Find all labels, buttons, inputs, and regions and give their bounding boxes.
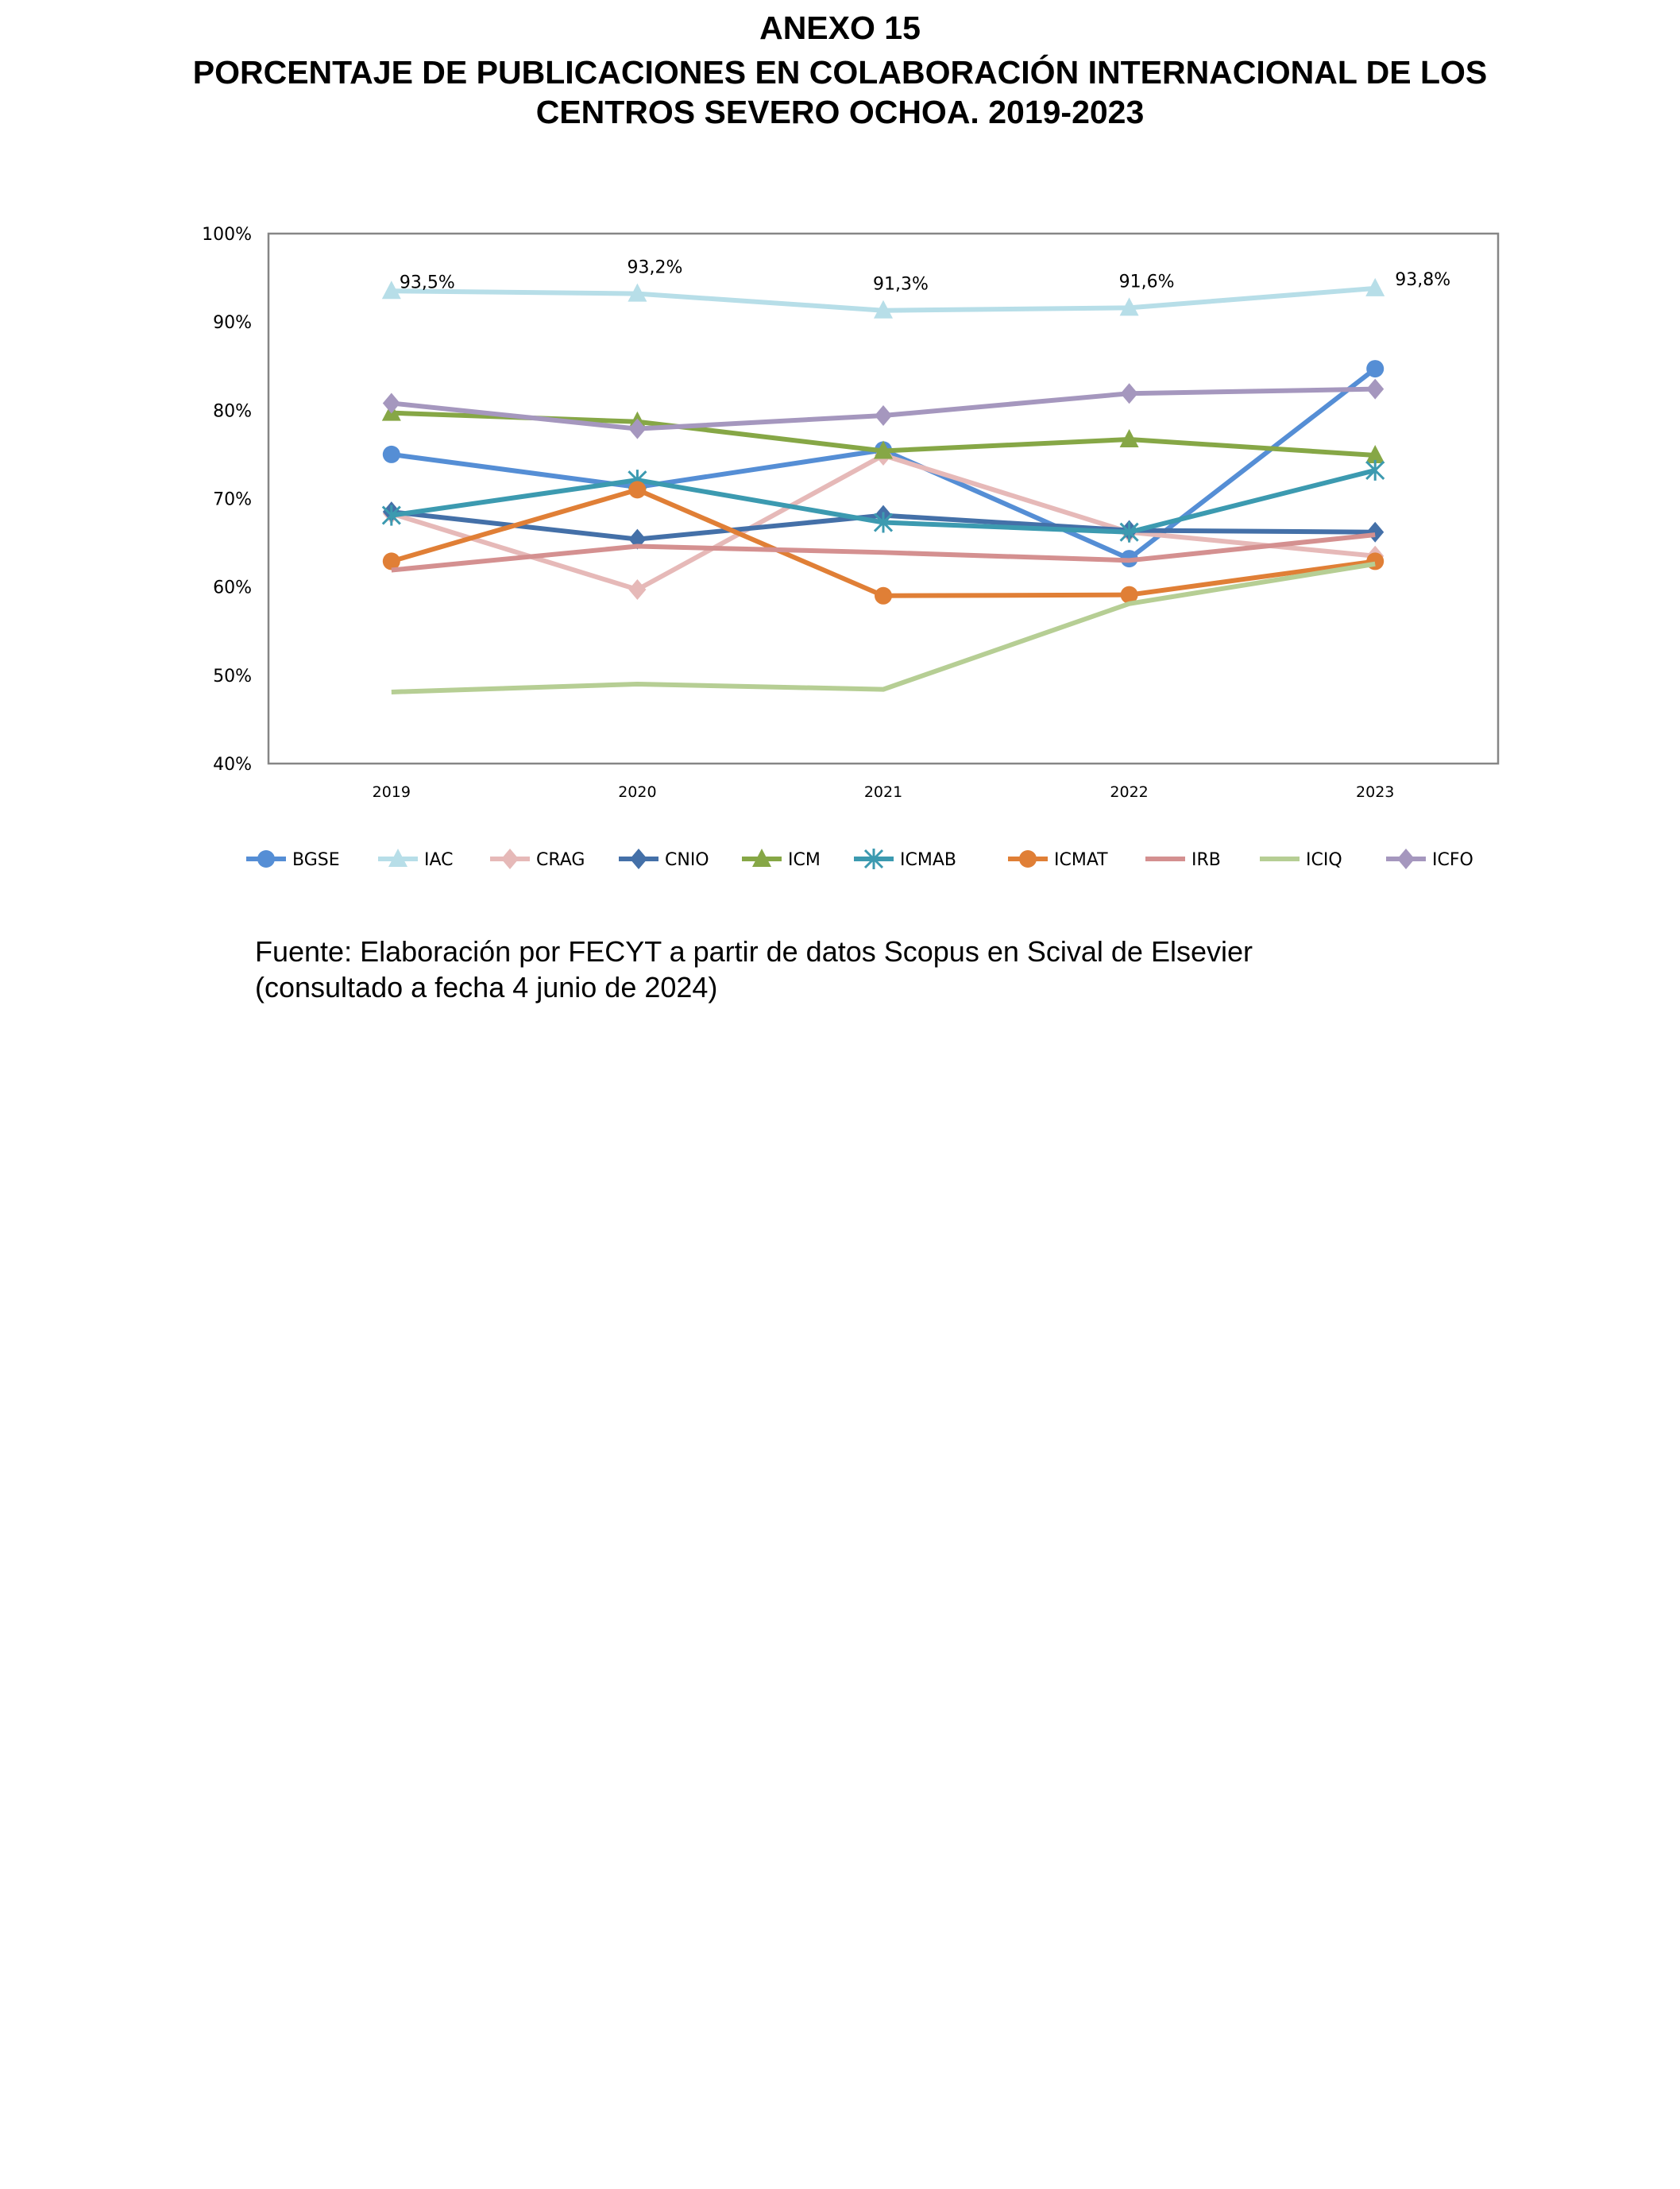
data-label: 91,6%	[1119, 272, 1175, 292]
data-point-marker	[381, 505, 401, 526]
y-tick-label: 70%	[213, 490, 252, 510]
data-point-marker	[1366, 521, 1385, 543]
legend-label: IAC	[424, 850, 454, 870]
chart-title-line-1: PORCENTAJE DE PUBLICACIONES EN COLABORAC…	[192, 54, 1488, 91]
y-tick-label: 90%	[213, 313, 252, 333]
legend-marker	[752, 849, 771, 867]
data-label: 91,3%	[873, 275, 929, 295]
legend-item-bgse: BGSE	[246, 850, 340, 870]
legend-item-icm: ICM	[742, 849, 821, 870]
data-point-marker	[1119, 521, 1139, 543]
data-point-marker	[874, 300, 893, 319]
legend-item-crag: CRAG	[490, 849, 585, 870]
data-point-marker	[1120, 383, 1138, 404]
data-point-marker	[628, 481, 647, 499]
legend-item-icmab: ICMAB	[854, 849, 956, 870]
legend-item-icfo: ICFO	[1386, 849, 1473, 870]
data-point-marker	[628, 579, 647, 601]
legend-item-irb: IRB	[1145, 850, 1221, 870]
data-point-marker	[381, 280, 401, 300]
legend-label: ICFO	[1432, 850, 1473, 870]
data-label: 93,8%	[1395, 270, 1450, 290]
data-point-marker	[1365, 459, 1385, 481]
legend-marker	[863, 849, 884, 869]
series-irb	[391, 532, 1376, 573]
legend-label: ICM	[788, 850, 821, 870]
data-point-marker	[382, 393, 400, 414]
legend-label: CRAG	[536, 850, 585, 870]
annex-title: ANEXO 15	[759, 10, 921, 46]
legend-label: CNIO	[665, 850, 709, 870]
data-point-marker	[875, 405, 892, 427]
legend-label: IRB	[1191, 850, 1221, 870]
legend-label: ICIQ	[1306, 850, 1342, 870]
series-iac: 93,5% 93,2% 91,3% 91,6% 93,8%	[381, 258, 1450, 319]
data-point-marker	[1366, 360, 1385, 378]
legend-marker	[1397, 849, 1415, 869]
legend-item-iac: IAC	[378, 849, 454, 870]
data-point-marker	[1365, 277, 1385, 296]
legend-label: ICMAT	[1054, 850, 1108, 870]
y-tick-label: 100%	[202, 225, 252, 245]
legend-label: ICMAB	[900, 850, 956, 870]
legend-marker	[501, 849, 519, 869]
x-tick-label: 2019	[373, 783, 411, 801]
y-tick-label: 60%	[213, 578, 252, 598]
data-point-marker	[1365, 445, 1385, 464]
data-point-marker	[1119, 297, 1139, 316]
data-point-marker	[628, 418, 647, 439]
legend-marker	[1019, 850, 1037, 868]
data-point-marker	[1119, 429, 1139, 448]
data-point-marker	[1366, 378, 1385, 400]
plot-area	[267, 232, 1500, 765]
series-icfo	[382, 378, 1385, 439]
series-icmat	[382, 481, 1385, 605]
data-point-marker	[874, 440, 893, 459]
data-point-marker	[628, 283, 647, 302]
data-point-marker	[875, 586, 892, 605]
data-point-marker	[873, 512, 894, 533]
legend-item-cnio: CNIO	[619, 849, 709, 870]
legend-marker	[257, 850, 275, 868]
data-point-marker	[382, 445, 400, 463]
x-tick-label: 2020	[618, 783, 656, 801]
series-line	[391, 561, 1376, 694]
y-tick-label: 40%	[213, 755, 252, 775]
legend-marker	[388, 849, 407, 867]
x-tick-label: 2021	[864, 783, 902, 801]
series-iciq	[391, 561, 1376, 694]
source-note-line-1: Fuente: Elaboración por FECYT a partir d…	[255, 935, 1253, 968]
data-point-marker	[382, 552, 400, 570]
legend-label: BGSE	[292, 850, 340, 870]
data-label: 93,5%	[400, 273, 455, 292]
data-point-marker	[1366, 552, 1385, 570]
y-tick-label: 80%	[213, 401, 252, 421]
legend-marker	[630, 849, 647, 869]
y-tick-label: 50%	[213, 667, 252, 686]
legend-item-icmat: ICMAT	[1008, 850, 1108, 870]
series-line	[391, 532, 1376, 573]
x-tick-label: 2022	[1110, 783, 1148, 801]
source-note-line-2: (consultado a fecha 4 junio de 2024)	[255, 971, 718, 1004]
chart-title-line-2: CENTROS SEVERO OCHOA. 2019-2023	[535, 94, 1145, 130]
x-tick-label: 2023	[1356, 783, 1394, 801]
legend-item-iciq: ICIQ	[1260, 850, 1342, 870]
line-chart: 40% 50% 60% 70% 80% 90% 100% 2019 2020 2021 2022 20…	[202, 225, 1500, 870]
data-point-marker	[1120, 586, 1138, 604]
data-label: 93,2%	[627, 258, 682, 278]
